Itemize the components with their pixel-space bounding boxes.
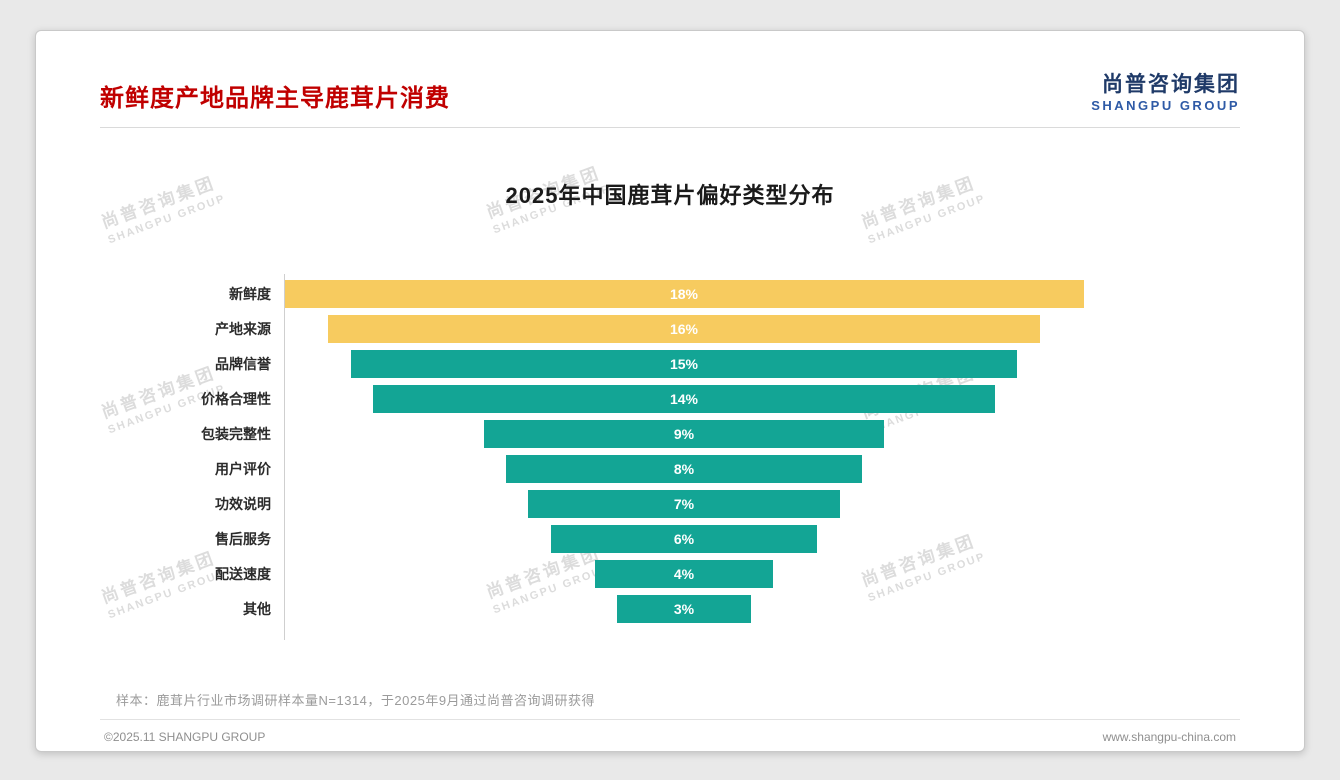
funnel-chart: 新鲜度 18% 产地来源 16% 品牌信誉 15% 价格合理性 14% 包装完整性 9% 用户评价 8…	[100, 274, 1240, 641]
funnel-bar: 8%	[506, 454, 862, 483]
funnel-row: 其他 3%	[100, 591, 1240, 626]
funnel-row: 价格合理性 14%	[100, 381, 1240, 416]
page-title: 新鲜度产地品牌主导鹿茸片消费	[100, 85, 450, 113]
funnel-bar: 4%	[595, 559, 773, 588]
axis-line	[284, 274, 285, 641]
website-url: www.shangpu-china.com	[1102, 730, 1236, 745]
funnel-row: 新鲜度 18%	[100, 276, 1240, 311]
chart-title: 2025年中国鹿茸片偏好类型分布	[505, 183, 835, 209]
sample-note: 样本：鹿茸片行业市场调研样本量N=1314，于2025年9月通过尚普咨询调研获得	[116, 693, 596, 709]
funnel-bar: 9%	[484, 419, 884, 448]
copyright-text: ©2025.11 SHANGPU GROUP	[104, 730, 266, 745]
bar-value-label: 6%	[673, 530, 695, 547]
category-label: 配送速度	[215, 565, 271, 582]
funnel-bar: 7%	[528, 489, 840, 518]
bar-area: 7%	[284, 489, 1084, 518]
header: 新鲜度产地品牌主导鹿茸片消费 尚普咨询集团 SHANGPU GROUP	[100, 73, 1240, 113]
bar-area: 18%	[284, 279, 1084, 308]
header-divider	[100, 127, 1240, 129]
category-label: 用户评价	[215, 460, 271, 477]
bar-area: 9%	[284, 419, 1084, 448]
category-label: 功效说明	[215, 495, 271, 512]
footer-divider	[100, 719, 1240, 721]
bar-area: 6%	[284, 524, 1084, 553]
bar-area: 8%	[284, 454, 1084, 483]
footer: ©2025.11 SHANGPU GROUP www.shangpu-china…	[100, 720, 1240, 744]
bar-area: 16%	[284, 314, 1084, 343]
funnel-bar: 18%	[284, 279, 1084, 308]
category-label: 售后服务	[215, 530, 271, 547]
funnel-row: 配送速度 4%	[100, 556, 1240, 591]
funnel-row: 产地来源 16%	[100, 311, 1240, 346]
bar-area: 14%	[284, 384, 1084, 413]
category-label: 产地来源	[215, 320, 271, 337]
funnel-row: 用户评价 8%	[100, 451, 1240, 486]
bar-value-label: 8%	[673, 460, 695, 477]
bar-value-label: 3%	[673, 600, 695, 617]
funnel-bar: 15%	[350, 349, 1018, 378]
funnel-row: 品牌信誉 15%	[100, 346, 1240, 381]
company-logo: 尚普咨询集团 SHANGPU GROUP	[1091, 73, 1240, 113]
bar-value-label: 4%	[673, 565, 695, 582]
category-label: 价格合理性	[201, 390, 271, 407]
funnel-rows: 新鲜度 18% 产地来源 16% 品牌信誉 15% 价格合理性 14% 包装完整性 9% 用户评价 8…	[100, 276, 1240, 626]
bar-value-label: 9%	[673, 425, 695, 442]
slide-content: 新鲜度产地品牌主导鹿茸片消费 尚普咨询集团 SHANGPU GROUP 2025…	[36, 31, 1304, 751]
funnel-bar: 14%	[372, 384, 996, 413]
bar-area: 3%	[284, 594, 1084, 623]
category-label: 品牌信誉	[215, 355, 271, 372]
category-label: 新鲜度	[229, 285, 271, 302]
bar-area: 4%	[284, 559, 1084, 588]
bar-value-label: 15%	[669, 355, 699, 372]
bar-value-label: 7%	[673, 495, 695, 512]
logo-text-en: SHANGPU GROUP	[1091, 98, 1240, 114]
bar-value-label: 18%	[669, 285, 699, 302]
bar-area: 15%	[284, 349, 1084, 378]
funnel-bar: 16%	[328, 314, 1040, 343]
funnel-row: 包装完整性 9%	[100, 416, 1240, 451]
category-label: 包装完整性	[201, 425, 271, 442]
category-label: 其他	[243, 600, 271, 617]
logo-text-cn: 尚普咨询集团	[1102, 73, 1240, 96]
bar-value-label: 16%	[669, 320, 698, 337]
funnel-bar: 3%	[617, 594, 751, 623]
funnel-row: 功效说明 7%	[100, 486, 1240, 521]
slide-card: 尚普咨询集团 SHANGPU GROUP 尚普咨询集团 SHANGPU GROUP 尚普…	[35, 30, 1305, 752]
funnel-bar: 6%	[550, 524, 818, 553]
bar-value-label: 14%	[669, 390, 699, 407]
funnel-row: 售后服务 6%	[100, 521, 1240, 556]
